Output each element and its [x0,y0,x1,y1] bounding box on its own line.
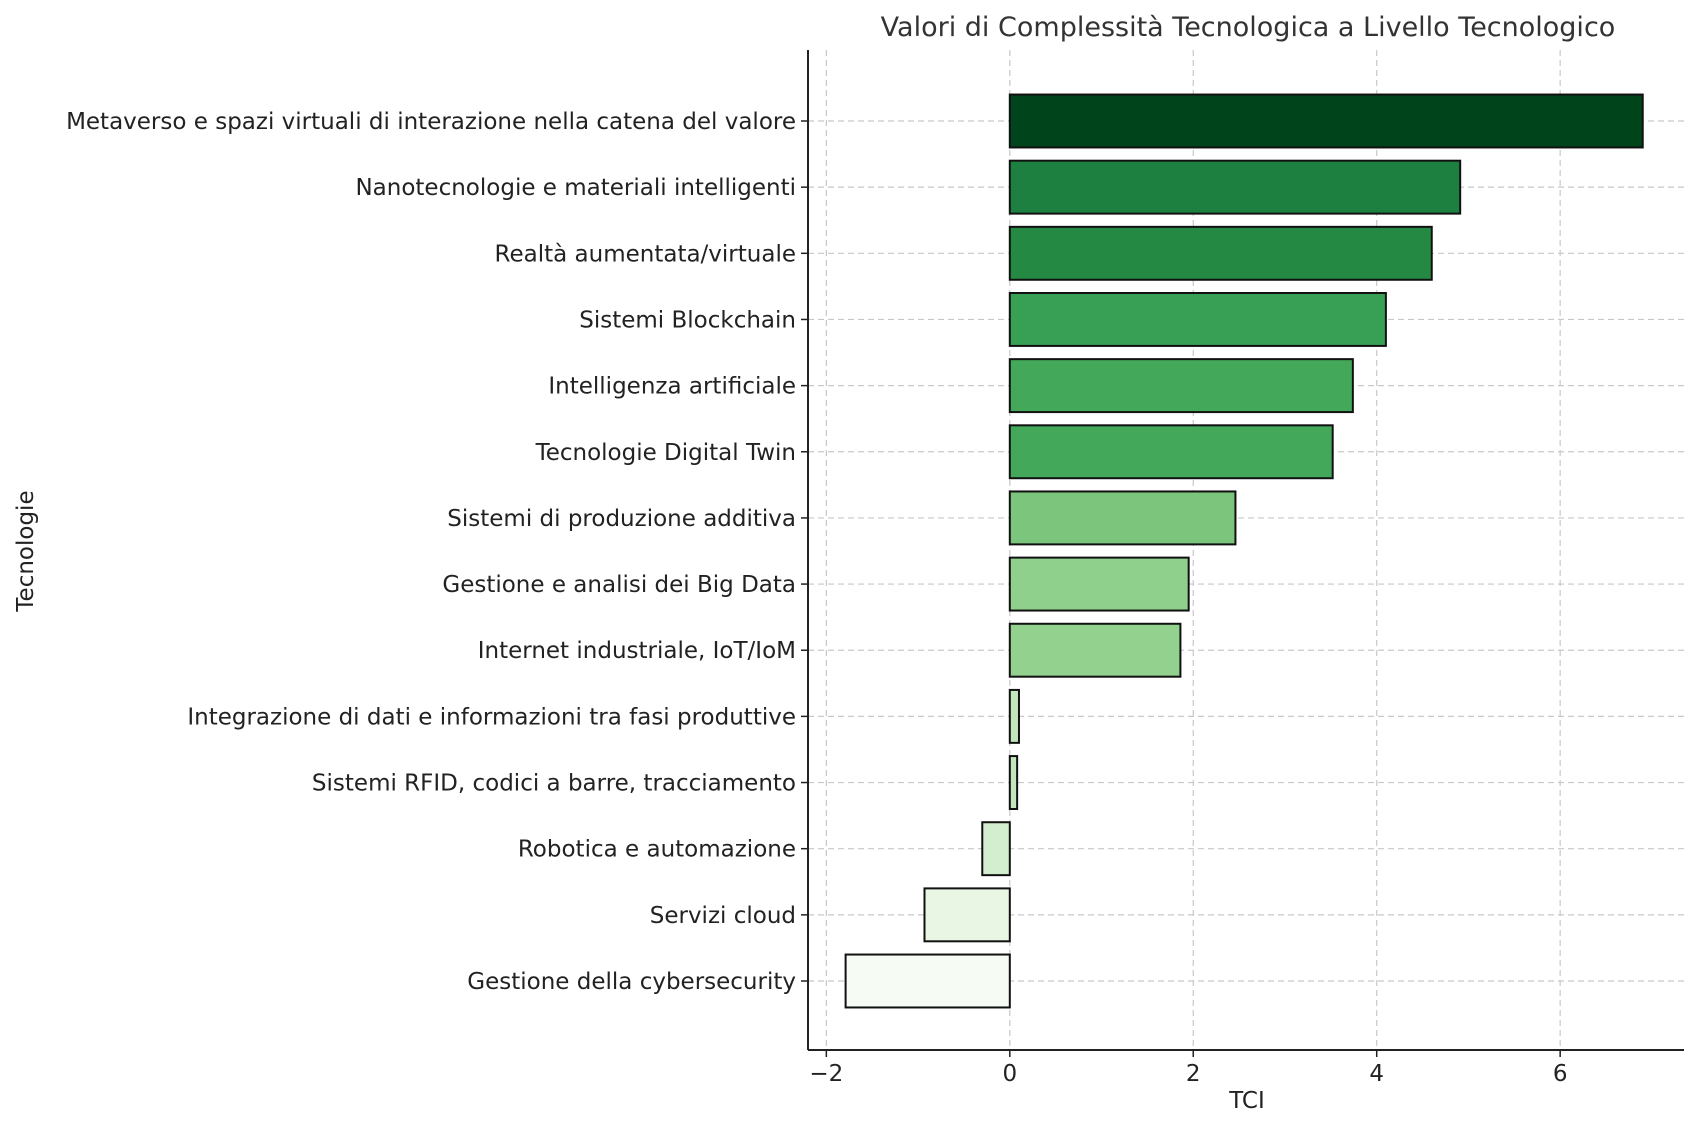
category-label: Tecnologie Digital Twin [535,440,796,466]
category-label: Intelligenza artificiale [548,374,796,400]
y-axis-title: Tecnologie [13,490,39,612]
bar-layer [844,93,1644,1009]
x-tick-label: 0 [1002,1061,1017,1087]
chart-title: Valori di Complessità Tecnologica a Live… [881,12,1616,43]
x-axis-title: TCI [1228,1088,1265,1114]
category-label: Servizi cloud [650,903,796,929]
category-label: Realtà aumentata/virtuale [495,241,796,267]
bar [1008,490,1237,546]
x-tick-label: 4 [1369,1061,1384,1087]
bar [1008,225,1433,281]
axis-layer [801,50,1684,1057]
category-label: Gestione della cybersecurity [467,969,796,995]
grid-layer [808,50,1684,1050]
category-label: Metaverso e spazi virtuali di interazion… [66,109,796,135]
bar [923,887,1011,943]
category-label: Integrazione di dati e informazioni tra … [187,704,796,730]
category-label: Sistemi Blockchain [579,307,796,333]
x-tick-label: 6 [1553,1061,1568,1087]
category-label: Internet industriale, IoT/IoM [478,638,796,664]
bar [1008,688,1020,744]
bar [1008,292,1387,347]
bar [1008,159,1462,215]
bar [981,821,1011,877]
bar [1008,424,1334,480]
bar [1008,93,1644,149]
bar [1008,358,1354,414]
bar [1008,622,1182,678]
bar [1008,755,1019,810]
label-layer: −2 0 2 4 6 Metaverso e spazi virtuali di inte… [66,109,1567,1087]
category-label: Sistemi RFID, codici a barre, tracciamen… [312,771,796,797]
x-tick-label: −2 [809,1061,843,1087]
category-label: Robotica e automazione [518,837,796,863]
x-tick-label: 2 [1186,1061,1201,1087]
category-label: Nanotecnologie e materiali intelligenti [355,175,796,201]
category-label: Sistemi di produzione additiva [447,506,796,532]
category-label: Gestione e analisi dei Big Data [442,572,796,598]
bar [1008,556,1190,612]
bar [844,953,1011,1009]
